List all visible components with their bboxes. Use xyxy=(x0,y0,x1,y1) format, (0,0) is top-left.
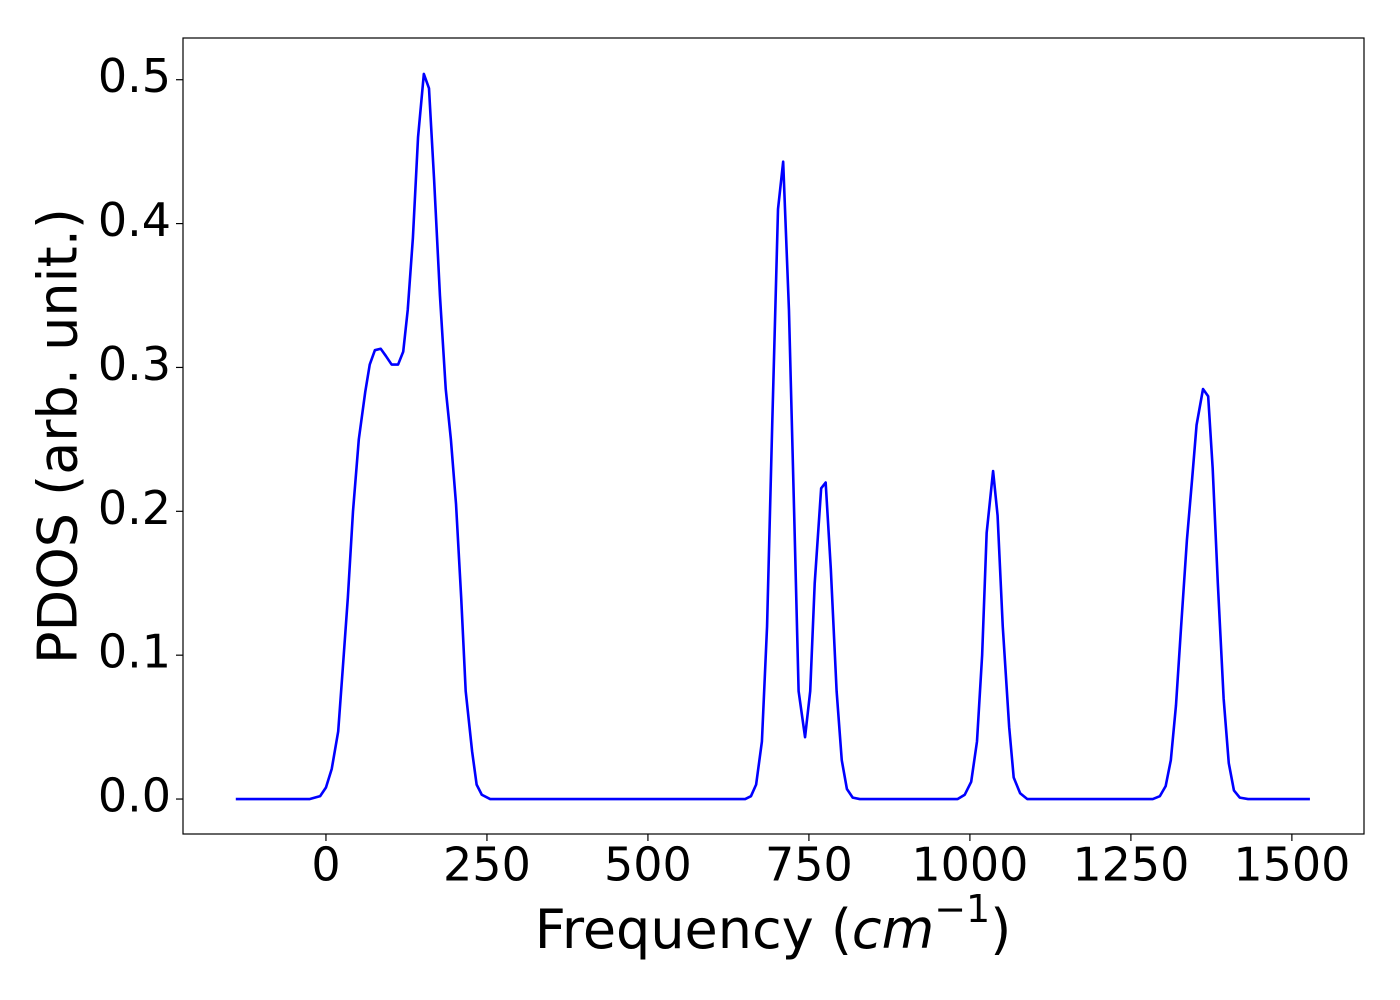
y-tick-label: 0.4 xyxy=(98,193,171,247)
x-axis-label-part: cm xyxy=(852,898,934,961)
x-axis-label-part: −1 xyxy=(934,887,990,931)
x-tick-label: 1250 xyxy=(1072,838,1189,892)
x-axis-label: Frequency (cm−1) xyxy=(535,887,1012,961)
y-tick-label: 0.0 xyxy=(98,769,171,823)
x-tick-label: 0 xyxy=(311,838,340,892)
y-tick-label: 0.1 xyxy=(98,625,171,679)
x-tick-label: 750 xyxy=(765,838,853,892)
y-tick-label: 0.2 xyxy=(98,481,171,535)
y-tick-label: 0.5 xyxy=(98,49,171,103)
x-axis-label-part: ) xyxy=(990,898,1011,961)
x-tick-label: 500 xyxy=(604,838,692,892)
plot-frame xyxy=(182,37,1365,835)
x-tick-label: 1000 xyxy=(911,838,1028,892)
x-tick-label: 250 xyxy=(443,838,531,892)
x-axis-label-part: Frequency ( xyxy=(535,898,852,961)
y-tick-label: 0.3 xyxy=(98,337,171,391)
y-axis-label: PDOS (arb. unit.) xyxy=(27,208,90,664)
x-tick-label: 1500 xyxy=(1233,838,1350,892)
data-line xyxy=(235,72,1310,801)
